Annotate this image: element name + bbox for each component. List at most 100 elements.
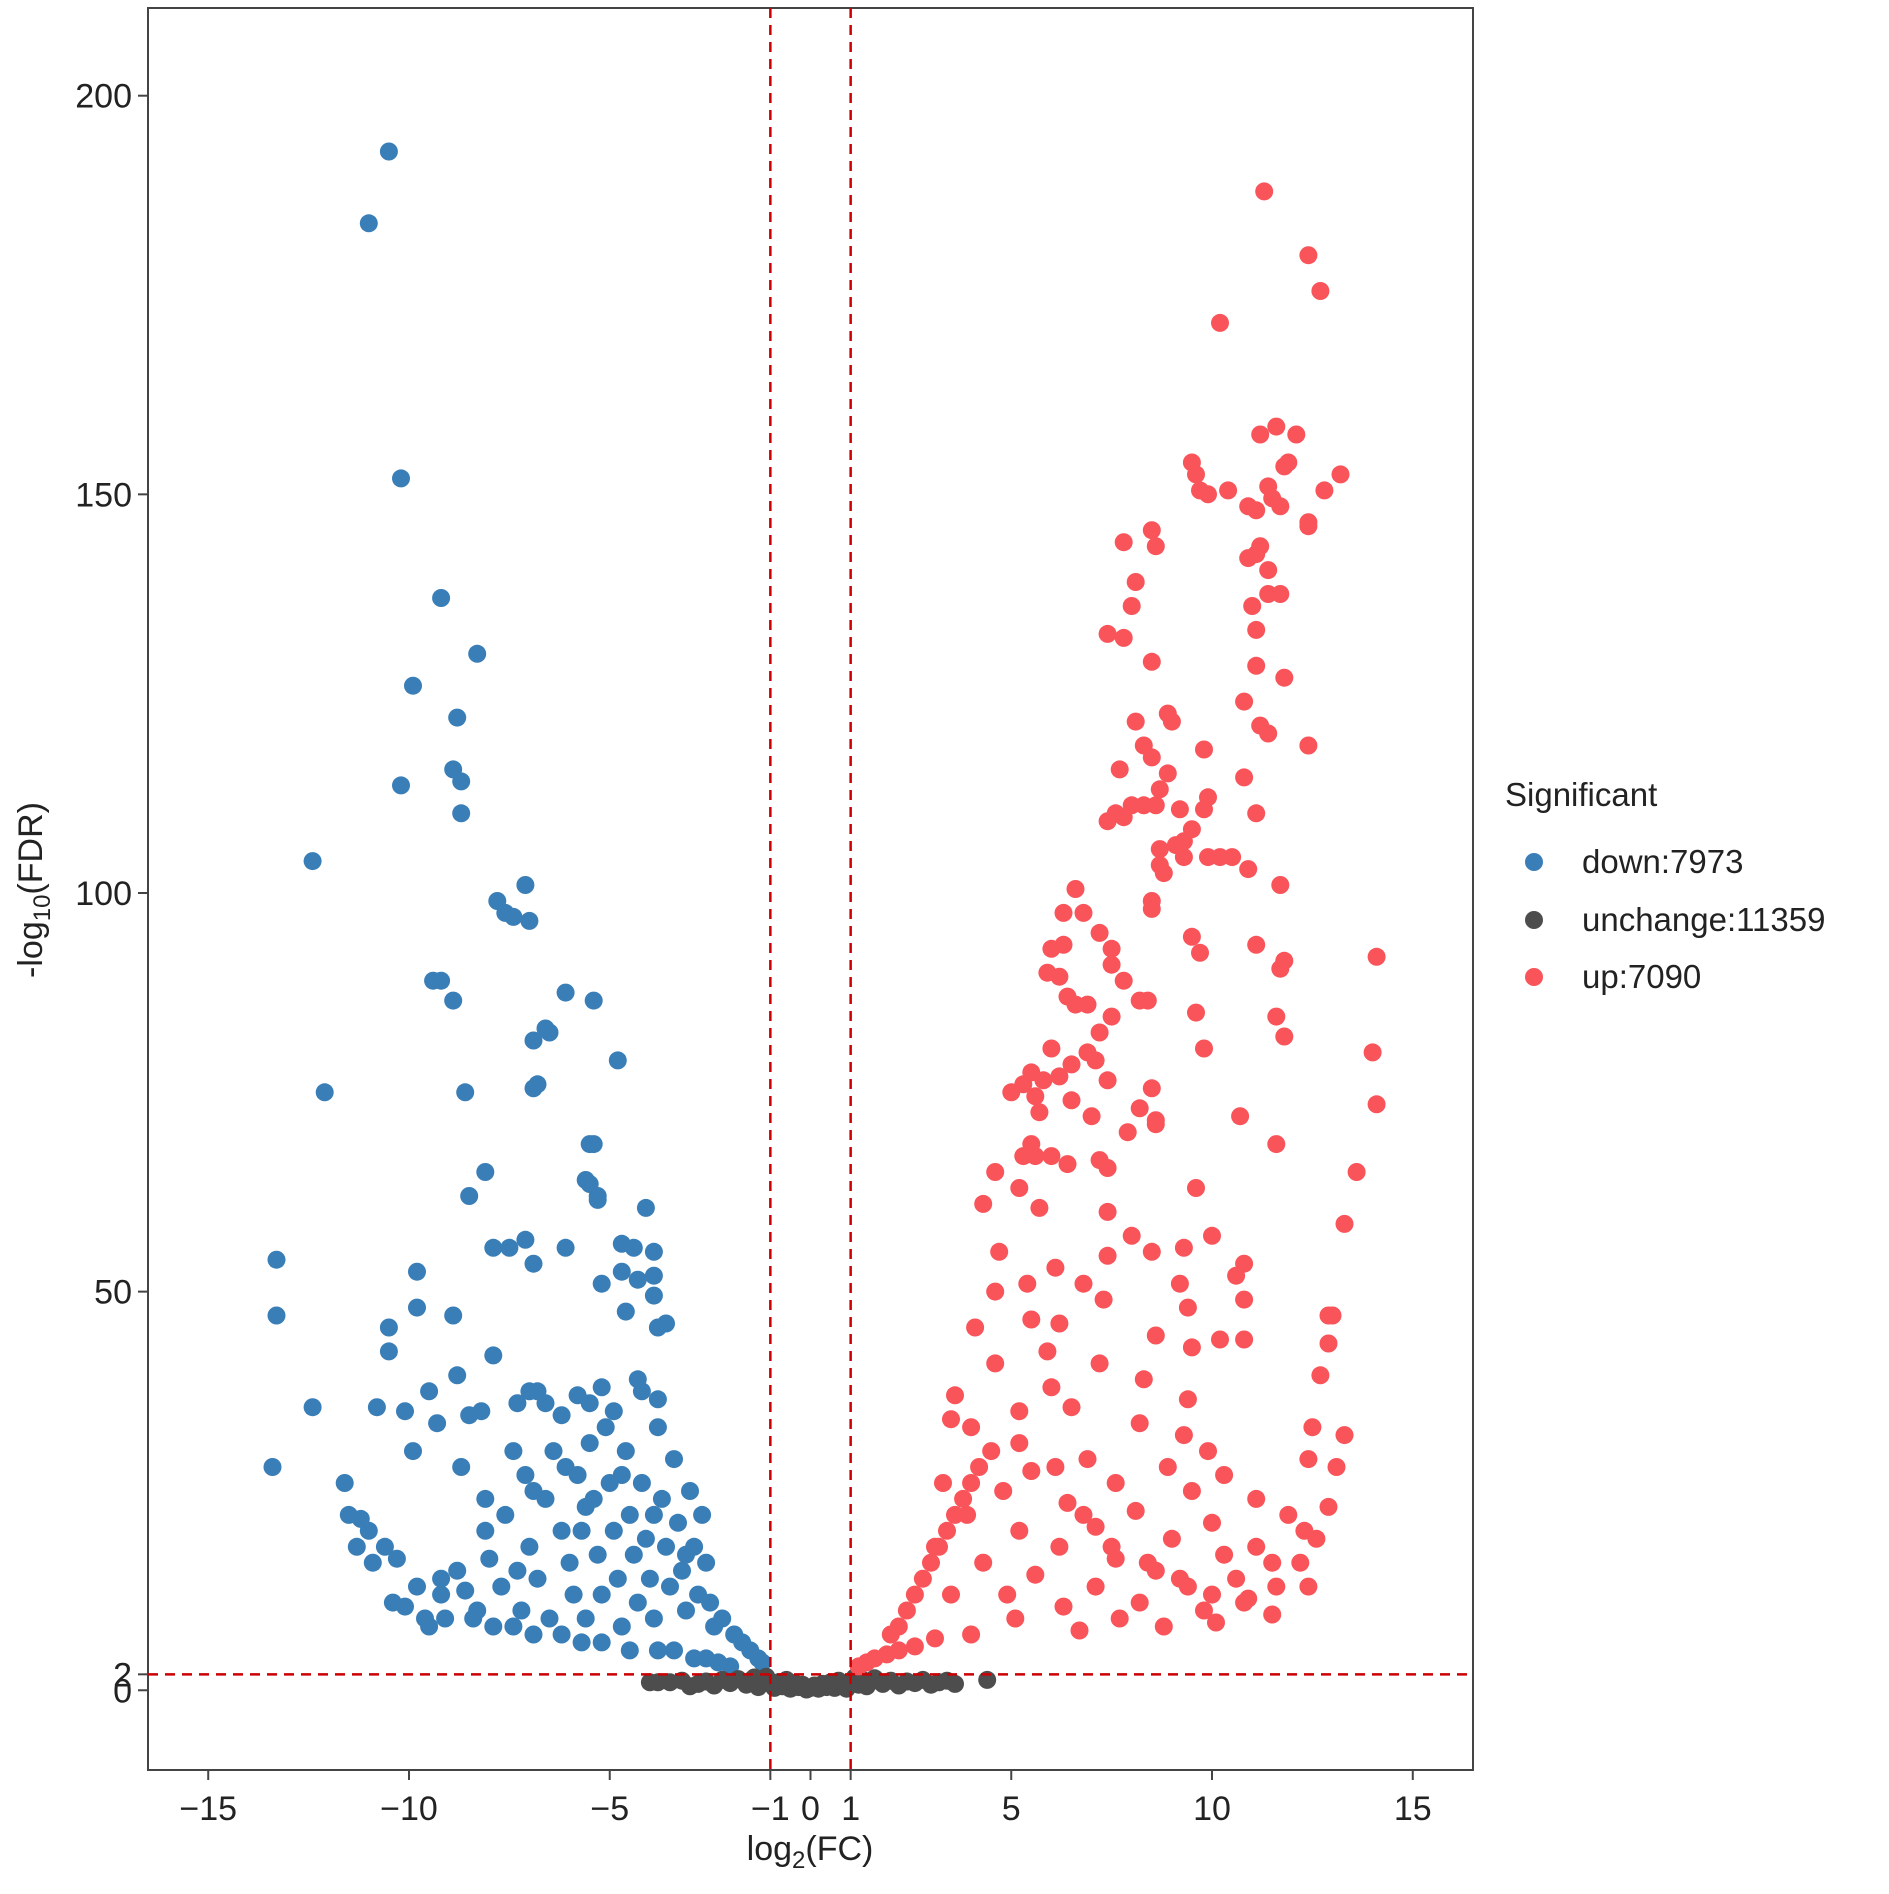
point-down-166: [363, 1553, 382, 1572]
point-down-174: [572, 1633, 591, 1652]
point-up-19: [1247, 501, 1266, 520]
point-down-28: [456, 1083, 475, 1102]
point-down-52: [592, 1274, 611, 1293]
point-down-130: [632, 1474, 651, 1492]
point-up-134: [1058, 1155, 1077, 1174]
point-up-96: [1275, 951, 1294, 970]
x-tick-label-5: 1: [841, 1790, 860, 1828]
point-down-106: [520, 1537, 539, 1556]
point-down-38: [636, 1198, 655, 1217]
point-down-175: [592, 1633, 611, 1652]
point-up-187: [1078, 1450, 1097, 1469]
point-down-4: [468, 644, 487, 663]
point-down-131: [636, 1529, 655, 1548]
point-down-89: [387, 1549, 406, 1568]
x-tick-label-3: −1: [751, 1790, 790, 1828]
point-up-39: [1247, 656, 1266, 675]
point-down-8: [452, 772, 471, 791]
point-down-82: [580, 1394, 599, 1413]
point-up-171: [1038, 1342, 1057, 1361]
point-up-185: [1010, 1434, 1029, 1453]
point-up-195: [994, 1482, 1013, 1500]
point-down-150: [452, 1458, 471, 1476]
point-up-202: [1086, 1517, 1105, 1536]
point-up-205: [1162, 1529, 1181, 1548]
point-up-97: [1267, 1007, 1286, 1026]
point-up-203: [1010, 1521, 1029, 1540]
point-up-32: [1271, 585, 1290, 603]
point-down-80: [536, 1394, 555, 1413]
point-up-52: [1158, 764, 1177, 783]
point-up-127: [1231, 1107, 1250, 1126]
point-up-68: [1150, 840, 1169, 859]
point-down-136: [657, 1537, 675, 1556]
point-up-22: [1299, 517, 1318, 536]
point-up-43: [1162, 712, 1181, 731]
y-axis: 02 50 100 150 200: [75, 78, 148, 1710]
y-tick-label-1: 2: [113, 1656, 132, 1694]
point-down-29: [528, 1075, 547, 1094]
point-down-164: [753, 1653, 772, 1672]
point-up-196: [1247, 1489, 1266, 1508]
point-down-147: [701, 1593, 720, 1612]
point-up-124: [1082, 1107, 1101, 1126]
point-up-130: [1267, 1135, 1286, 1154]
points-layer: [263, 142, 1386, 1699]
point-down-84: [335, 1474, 354, 1492]
point-up-5: [1251, 425, 1270, 444]
point-down-134: [648, 1418, 667, 1437]
point-up-207: [1050, 1537, 1069, 1556]
point-down-149: [404, 1442, 422, 1461]
point-down-23: [540, 1023, 559, 1042]
point-up-81: [1074, 903, 1093, 922]
point-up-206: [1247, 1537, 1266, 1556]
point-down-56: [267, 1306, 286, 1325]
point-up-29: [1259, 561, 1278, 580]
point-down-18: [432, 971, 451, 990]
point-down-145: [693, 1505, 712, 1524]
point-down-168: [436, 1609, 455, 1628]
point-up-162: [1323, 1306, 1342, 1325]
point-up-165: [966, 1318, 985, 1337]
point-down-75: [648, 1390, 667, 1409]
point-down-64: [484, 1346, 503, 1365]
point-up-113: [1363, 1043, 1382, 1062]
point-up-109: [1086, 1051, 1105, 1070]
point-up-186: [1199, 1442, 1217, 1461]
point-down-69: [420, 1382, 439, 1401]
point-up-153: [1235, 1254, 1254, 1273]
point-up-136: [1098, 1159, 1117, 1177]
point-up-228: [1207, 1613, 1225, 1632]
point-up-106: [1275, 1027, 1294, 1046]
point-down-107: [528, 1569, 547, 1588]
point-down-96: [448, 1561, 467, 1580]
point-down-125: [612, 1617, 631, 1636]
point-down-40: [516, 1230, 535, 1249]
point-up-10: [1187, 465, 1205, 484]
point-up-72: [1223, 848, 1242, 867]
point-up-150: [1098, 1246, 1117, 1265]
point-down-138: [665, 1450, 683, 1469]
point-down-119: [588, 1545, 607, 1564]
point-down-128: [624, 1545, 643, 1564]
point-up-231: [962, 1625, 981, 1644]
point-down-133: [644, 1609, 663, 1628]
point-up-4: [1267, 417, 1286, 436]
point-up-159: [1094, 1290, 1113, 1309]
point-down-172: [524, 1625, 543, 1644]
legend-label-unchange: unchange:11359: [1582, 901, 1825, 938]
point-up-211: [974, 1553, 993, 1572]
point-up-79: [1142, 899, 1161, 918]
point-down-101: [492, 1577, 511, 1596]
x-tick-label-6: 5: [1002, 1790, 1021, 1828]
point-down-53: [644, 1286, 663, 1305]
point-up-36: [1114, 628, 1133, 647]
point-down-135: [652, 1489, 671, 1508]
point-up-215: [1227, 1569, 1246, 1588]
point-down-11: [303, 852, 322, 871]
y-axis-title: -log10(FDR): [12, 802, 56, 978]
point-up-37: [1247, 620, 1266, 639]
point-up-253: [1046, 1458, 1065, 1476]
point-down-121: [596, 1418, 615, 1437]
